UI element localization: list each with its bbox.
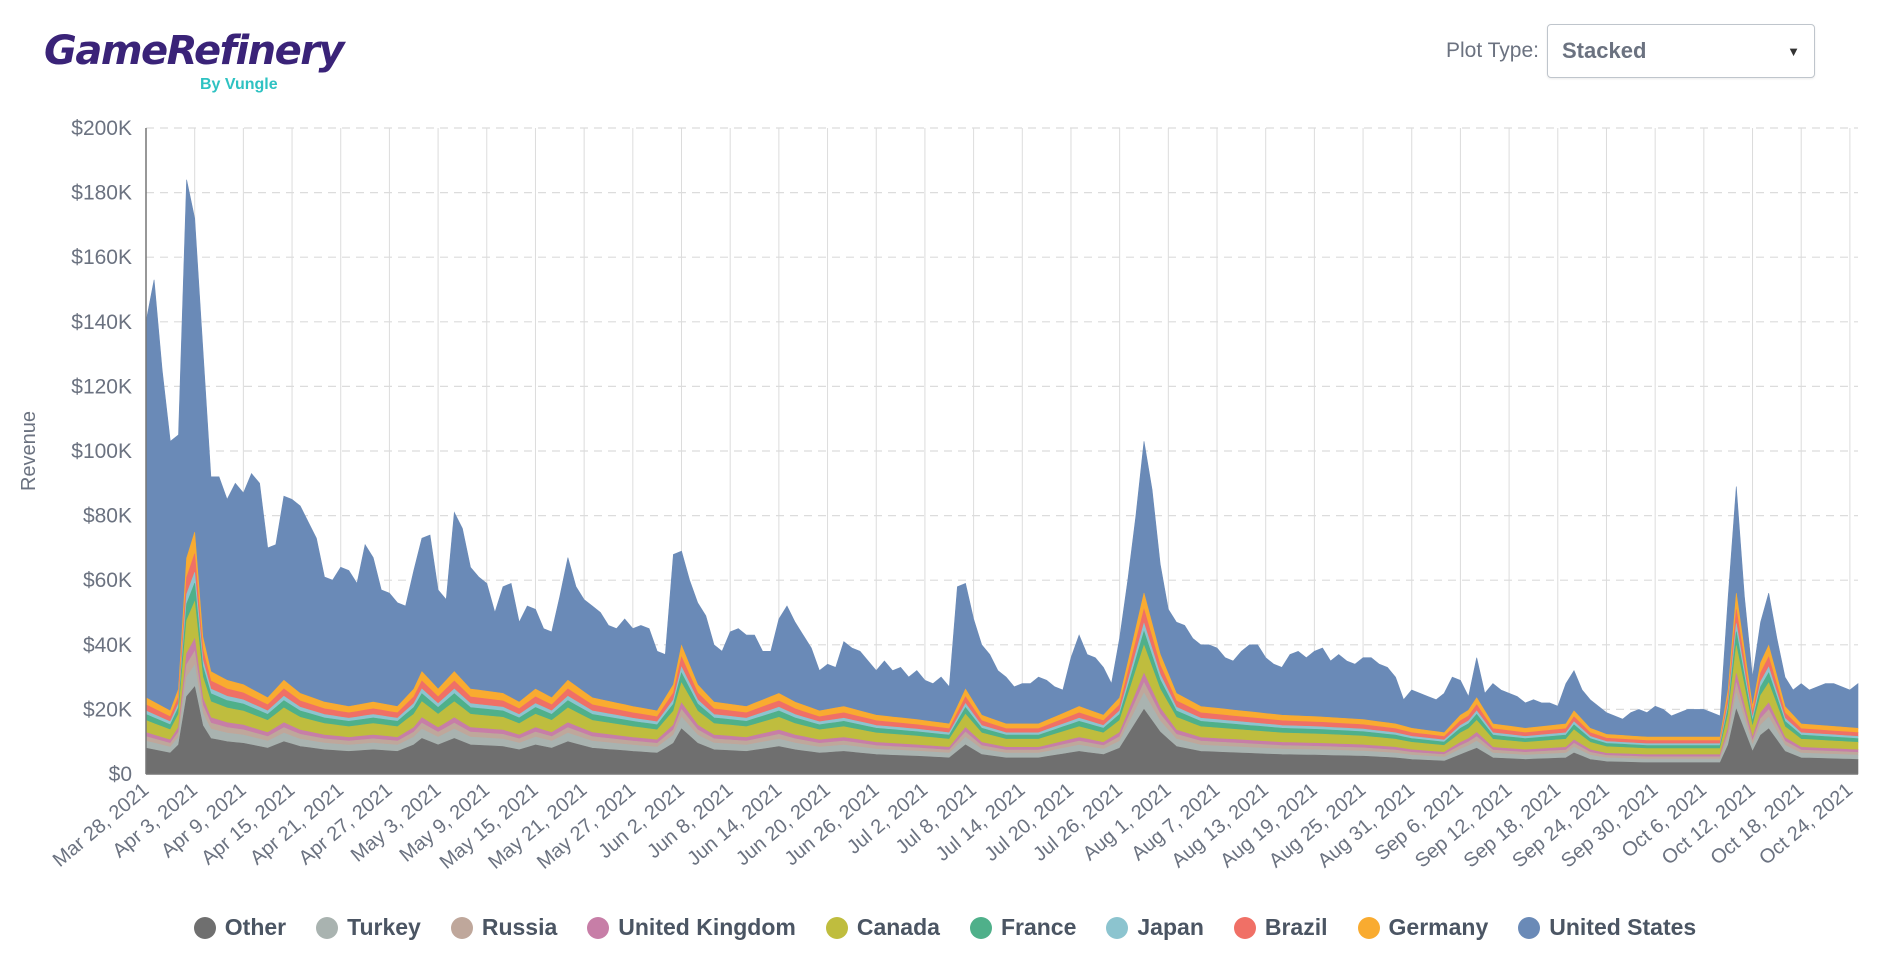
legend-label: Other — [224, 914, 287, 940]
legend-swatch — [316, 916, 339, 939]
legend-item-united-states[interactable]: United States — [1518, 914, 1696, 941]
legend-item-other[interactable]: Other — [193, 914, 287, 941]
legend-item-united-kingdom[interactable]: United Kingdom — [587, 914, 796, 941]
legend-swatch — [1233, 916, 1256, 939]
brand-logo: GameRefinery By Vungle — [44, 28, 345, 93]
legend-label: Canada — [856, 914, 940, 940]
legend-swatch — [825, 916, 848, 939]
chevron-down-icon: ▼ — [1787, 43, 1800, 59]
y-axis-title: Revenue — [18, 411, 40, 491]
plot-type-value: Stacked — [1562, 38, 1647, 63]
legend-swatch — [450, 916, 473, 939]
y-tick-label: $120K — [71, 375, 132, 398]
legend-label: United States — [1549, 914, 1697, 940]
legend-swatch — [193, 916, 216, 939]
legend-label: Russia — [481, 914, 558, 940]
legend-item-turkey[interactable]: Turkey — [316, 914, 421, 941]
y-tick-label: $0 — [109, 763, 132, 786]
y-tick-label: $180K — [71, 182, 132, 205]
legend-item-canada[interactable]: Canada — [825, 914, 940, 941]
legend-item-brazil[interactable]: Brazil — [1233, 914, 1328, 941]
y-tick-label: $80K — [83, 505, 132, 528]
legend-label: Germany — [1388, 914, 1489, 940]
legend-item-germany[interactable]: Germany — [1357, 914, 1489, 941]
legend-item-france[interactable]: France — [969, 914, 1077, 941]
legend-label: Brazil — [1264, 914, 1328, 940]
y-tick-label: $200K — [71, 117, 132, 140]
legend-swatch — [969, 916, 992, 939]
legend-swatch — [1106, 916, 1129, 939]
legend-swatch — [587, 916, 610, 939]
legend-item-russia[interactable]: Russia — [450, 914, 558, 941]
legend-swatch — [1357, 916, 1380, 939]
legend-swatch — [1518, 916, 1541, 939]
revenue-chart: $0 $20K $40K $60K $80K $100K $120K $140K $160K $1… — [18, 117, 1859, 874]
y-tick-label: $40K — [83, 634, 132, 657]
y-tick-label: $20K — [83, 698, 132, 721]
legend-label: Turkey — [347, 914, 421, 940]
area-united-states — [145, 179, 1859, 738]
brand-byline: By Vungle — [200, 76, 278, 93]
plot-type-select[interactable]: Stacked ▼ — [1547, 24, 1815, 78]
plot-type-label: Plot Type: — [1445, 39, 1539, 62]
y-tick-label: $100K — [71, 440, 132, 463]
legend-label: United Kingdom — [618, 914, 796, 940]
brand-name: GameRefinery — [44, 28, 345, 74]
legend-label: Japan — [1137, 914, 1204, 940]
plot-type-control: Plot Type: Stacked ▼ — [1446, 24, 1815, 78]
chart-legend: Other Turkey Russia United Kingdom Canada Fra… — [0, 914, 1890, 941]
legend-label: France — [1000, 914, 1077, 940]
y-tick-label: $60K — [83, 569, 132, 592]
y-tick-label: $140K — [71, 311, 132, 334]
y-tick-label: $160K — [71, 246, 132, 269]
legend-item-japan[interactable]: Japan — [1106, 914, 1204, 941]
